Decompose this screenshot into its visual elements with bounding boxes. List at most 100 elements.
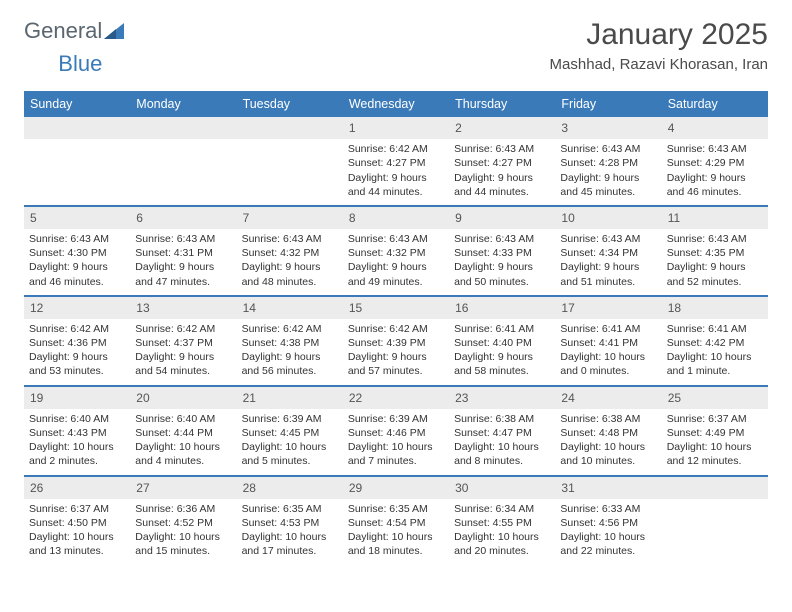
day-body: Sunrise: 6:43 AMSunset: 4:30 PMDaylight:…	[24, 229, 130, 295]
day-cell-31: 31Sunrise: 6:33 AMSunset: 4:56 PMDayligh…	[555, 477, 661, 565]
day-number: 6	[130, 207, 236, 229]
day-cell-20: 20Sunrise: 6:40 AMSunset: 4:44 PMDayligh…	[130, 387, 236, 475]
sunset-text: Sunset: 4:38 PM	[242, 336, 338, 350]
month-title: January 2025	[550, 18, 768, 52]
day-number: 20	[130, 387, 236, 409]
day-cell-3: 3Sunrise: 6:43 AMSunset: 4:28 PMDaylight…	[555, 117, 661, 205]
daylight-text: Daylight: 10 hours and 7 minutes.	[348, 440, 444, 468]
sunrise-text: Sunrise: 6:36 AM	[135, 502, 231, 516]
daylight-text: Daylight: 10 hours and 4 minutes.	[135, 440, 231, 468]
daylight-text: Daylight: 10 hours and 5 minutes.	[242, 440, 338, 468]
sunset-text: Sunset: 4:34 PM	[560, 246, 656, 260]
daylight-text: Daylight: 10 hours and 10 minutes.	[560, 440, 656, 468]
day-body: Sunrise: 6:43 AMSunset: 4:33 PMDaylight:…	[449, 229, 555, 295]
sunset-text: Sunset: 4:54 PM	[348, 516, 444, 530]
weekday-wednesday: Wednesday	[343, 91, 449, 117]
day-cell-23: 23Sunrise: 6:38 AMSunset: 4:47 PMDayligh…	[449, 387, 555, 475]
empty-cell	[130, 117, 236, 205]
sunset-text: Sunset: 4:35 PM	[667, 246, 763, 260]
sunrise-text: Sunrise: 6:43 AM	[667, 142, 763, 156]
sunset-text: Sunset: 4:30 PM	[29, 246, 125, 260]
day-cell-30: 30Sunrise: 6:34 AMSunset: 4:55 PMDayligh…	[449, 477, 555, 565]
day-number: 21	[237, 387, 343, 409]
weekday-row: SundayMondayTuesdayWednesdayThursdayFrid…	[24, 91, 768, 117]
day-number: 17	[555, 297, 661, 319]
day-number: 19	[24, 387, 130, 409]
day-body: Sunrise: 6:33 AMSunset: 4:56 PMDaylight:…	[555, 499, 661, 565]
daylight-text: Daylight: 9 hours and 57 minutes.	[348, 350, 444, 378]
sunset-text: Sunset: 4:56 PM	[560, 516, 656, 530]
day-number: 28	[237, 477, 343, 499]
sunrise-text: Sunrise: 6:37 AM	[29, 502, 125, 516]
daylight-text: Daylight: 10 hours and 0 minutes.	[560, 350, 656, 378]
sunrise-text: Sunrise: 6:43 AM	[135, 232, 231, 246]
day-body: Sunrise: 6:43 AMSunset: 4:28 PMDaylight:…	[555, 139, 661, 205]
day-body: Sunrise: 6:37 AMSunset: 4:50 PMDaylight:…	[24, 499, 130, 565]
day-cell-5: 5Sunrise: 6:43 AMSunset: 4:30 PMDaylight…	[24, 207, 130, 295]
day-body: Sunrise: 6:40 AMSunset: 4:44 PMDaylight:…	[130, 409, 236, 475]
sunrise-text: Sunrise: 6:41 AM	[667, 322, 763, 336]
weekday-sunday: Sunday	[24, 91, 130, 117]
day-body: Sunrise: 6:38 AMSunset: 4:48 PMDaylight:…	[555, 409, 661, 475]
daylight-text: Daylight: 9 hours and 51 minutes.	[560, 260, 656, 288]
week-row: 1Sunrise: 6:42 AMSunset: 4:27 PMDaylight…	[24, 117, 768, 205]
daylight-text: Daylight: 9 hours and 46 minutes.	[29, 260, 125, 288]
sunrise-text: Sunrise: 6:42 AM	[242, 322, 338, 336]
day-number: 4	[662, 117, 768, 139]
daylight-text: Daylight: 10 hours and 17 minutes.	[242, 530, 338, 558]
daylight-text: Daylight: 10 hours and 22 minutes.	[560, 530, 656, 558]
logo: General	[24, 18, 124, 44]
sunrise-text: Sunrise: 6:43 AM	[454, 142, 550, 156]
day-body: Sunrise: 6:42 AMSunset: 4:27 PMDaylight:…	[343, 139, 449, 205]
daylight-text: Daylight: 10 hours and 12 minutes.	[667, 440, 763, 468]
sunrise-text: Sunrise: 6:35 AM	[242, 502, 338, 516]
weekday-monday: Monday	[130, 91, 236, 117]
logo-text2: Blue	[58, 51, 102, 77]
daylight-text: Daylight: 9 hours and 54 minutes.	[135, 350, 231, 378]
day-body: Sunrise: 6:35 AMSunset: 4:54 PMDaylight:…	[343, 499, 449, 565]
day-cell-25: 25Sunrise: 6:37 AMSunset: 4:49 PMDayligh…	[662, 387, 768, 475]
sunset-text: Sunset: 4:40 PM	[454, 336, 550, 350]
day-body: Sunrise: 6:43 AMSunset: 4:35 PMDaylight:…	[662, 229, 768, 295]
sunrise-text: Sunrise: 6:37 AM	[667, 412, 763, 426]
sunset-text: Sunset: 4:42 PM	[667, 336, 763, 350]
weekday-thursday: Thursday	[449, 91, 555, 117]
day-body: Sunrise: 6:37 AMSunset: 4:49 PMDaylight:…	[662, 409, 768, 475]
sunset-text: Sunset: 4:36 PM	[29, 336, 125, 350]
weeks-container: 1Sunrise: 6:42 AMSunset: 4:27 PMDaylight…	[24, 117, 768, 564]
day-body: Sunrise: 6:43 AMSunset: 4:27 PMDaylight:…	[449, 139, 555, 205]
sunset-text: Sunset: 4:32 PM	[242, 246, 338, 260]
sunrise-text: Sunrise: 6:43 AM	[667, 232, 763, 246]
title-block: January 2025 Mashhad, Razavi Khorasan, I…	[550, 18, 768, 73]
daylight-text: Daylight: 9 hours and 44 minutes.	[454, 171, 550, 199]
week-row: 12Sunrise: 6:42 AMSunset: 4:36 PMDayligh…	[24, 295, 768, 385]
day-number: 14	[237, 297, 343, 319]
daylight-text: Daylight: 9 hours and 48 minutes.	[242, 260, 338, 288]
day-number: 25	[662, 387, 768, 409]
day-number: 31	[555, 477, 661, 499]
sunrise-text: Sunrise: 6:42 AM	[135, 322, 231, 336]
day-cell-21: 21Sunrise: 6:39 AMSunset: 4:45 PMDayligh…	[237, 387, 343, 475]
daylight-text: Daylight: 10 hours and 20 minutes.	[454, 530, 550, 558]
day-cell-8: 8Sunrise: 6:43 AMSunset: 4:32 PMDaylight…	[343, 207, 449, 295]
day-number: 24	[555, 387, 661, 409]
sunrise-text: Sunrise: 6:40 AM	[135, 412, 231, 426]
empty-cell	[237, 117, 343, 205]
sunset-text: Sunset: 4:28 PM	[560, 156, 656, 170]
sunset-text: Sunset: 4:48 PM	[560, 426, 656, 440]
day-body: Sunrise: 6:36 AMSunset: 4:52 PMDaylight:…	[130, 499, 236, 565]
day-cell-28: 28Sunrise: 6:35 AMSunset: 4:53 PMDayligh…	[237, 477, 343, 565]
day-cell-22: 22Sunrise: 6:39 AMSunset: 4:46 PMDayligh…	[343, 387, 449, 475]
logo-text1: General	[24, 18, 102, 44]
day-number: 13	[130, 297, 236, 319]
sunset-text: Sunset: 4:44 PM	[135, 426, 231, 440]
sunrise-text: Sunrise: 6:43 AM	[348, 232, 444, 246]
day-cell-18: 18Sunrise: 6:41 AMSunset: 4:42 PMDayligh…	[662, 297, 768, 385]
logo-triangle-icon	[104, 23, 124, 39]
day-body: Sunrise: 6:34 AMSunset: 4:55 PMDaylight:…	[449, 499, 555, 565]
day-cell-19: 19Sunrise: 6:40 AMSunset: 4:43 PMDayligh…	[24, 387, 130, 475]
sunset-text: Sunset: 4:49 PM	[667, 426, 763, 440]
sunset-text: Sunset: 4:45 PM	[242, 426, 338, 440]
sunrise-text: Sunrise: 6:43 AM	[242, 232, 338, 246]
day-body: Sunrise: 6:42 AMSunset: 4:37 PMDaylight:…	[130, 319, 236, 385]
